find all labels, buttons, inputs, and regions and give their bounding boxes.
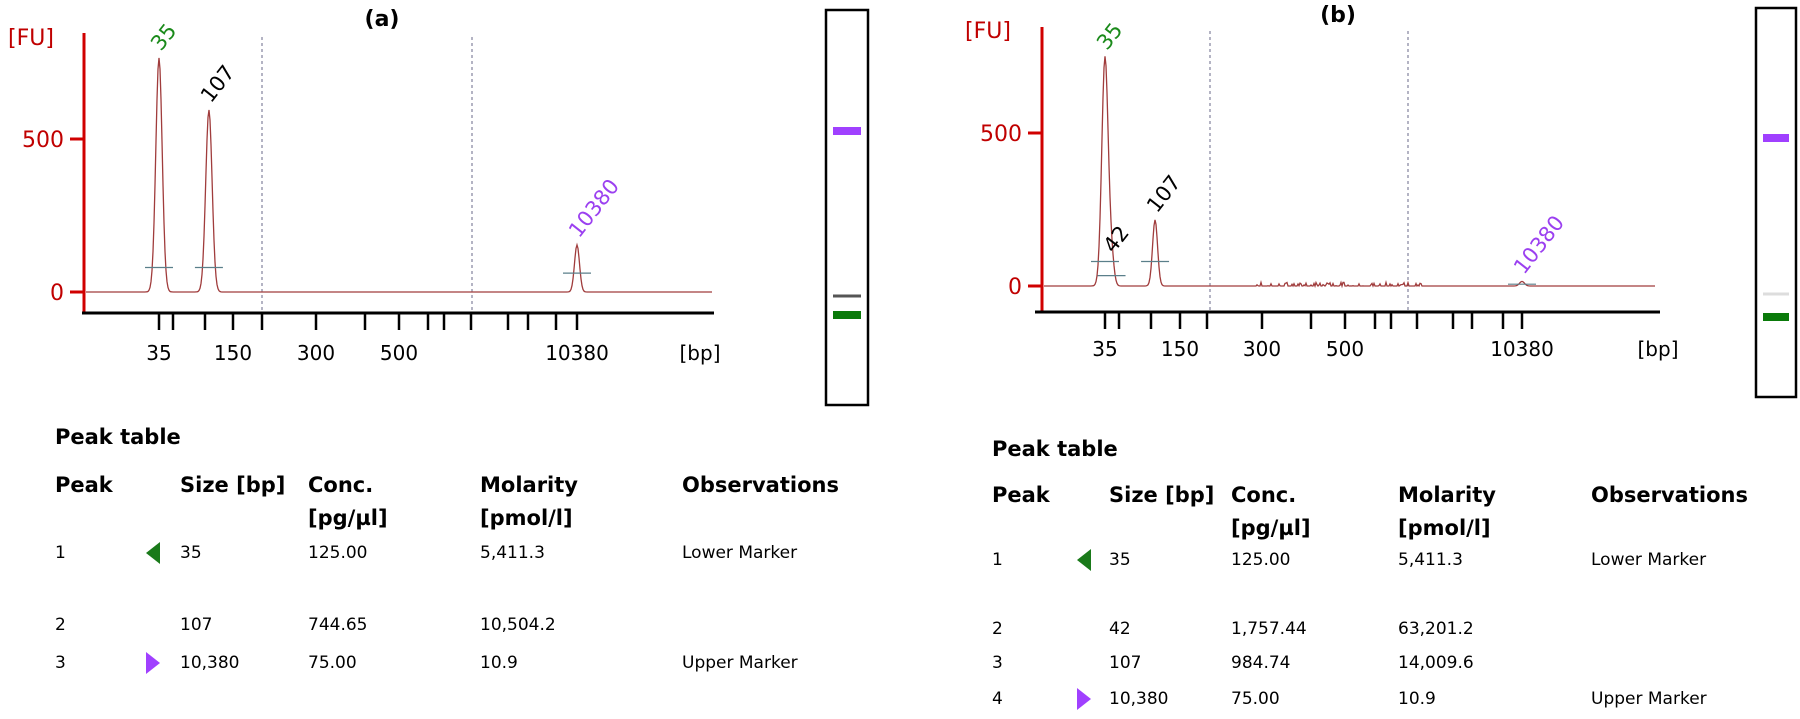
- column-header-molarity-unit: [pmol/l]: [1398, 516, 1491, 540]
- x-tick-label: 35: [1092, 337, 1117, 361]
- x-tick-label: 150: [1161, 337, 1199, 361]
- column-header-observations: Observations: [682, 473, 839, 497]
- peak-label: 107: [1142, 171, 1186, 217]
- x-tick-label: 500: [1326, 337, 1364, 361]
- x-tick-label: 150: [214, 341, 252, 365]
- cell-peak: 3: [55, 653, 66, 673]
- cell-size: 10,380: [180, 653, 240, 673]
- cell-conc: 125.00: [1231, 550, 1291, 570]
- cell-conc: 744.65: [308, 615, 368, 635]
- cell-size: 35: [1109, 550, 1131, 570]
- cell-size: 42: [1109, 619, 1131, 639]
- panel-label: (b): [1320, 3, 1356, 28]
- cell-conc: 75.00: [308, 653, 357, 673]
- cell-observations: Upper Marker: [1591, 689, 1707, 709]
- x-tick-label: 300: [297, 341, 335, 365]
- cell-size: 107: [180, 615, 213, 635]
- column-header-molarity: Molarity: [1398, 483, 1496, 507]
- peak-label: 107: [196, 61, 240, 107]
- gel-band: [833, 311, 861, 319]
- x-tick-label: 10380: [545, 341, 609, 365]
- peak-label: 10380: [564, 175, 624, 242]
- column-header-conc: Conc.: [1231, 483, 1297, 507]
- cell-observations: Upper Marker: [682, 653, 798, 673]
- cell-peak: 3: [992, 653, 1003, 673]
- upper-marker-icon: [1077, 688, 1091, 710]
- gel-band: [833, 294, 861, 298]
- upper-marker-icon: [146, 652, 160, 674]
- cell-molarity: 10.9: [1398, 689, 1436, 709]
- x-tick-label: 500: [380, 341, 418, 365]
- column-header-molarity: Molarity: [480, 473, 578, 497]
- x-tick-label: 35: [146, 341, 171, 365]
- y-tick-label: 500: [980, 122, 1022, 147]
- column-header-size: Size [bp]: [1109, 483, 1215, 507]
- column-header-conc: Conc.: [308, 473, 374, 497]
- electropherogram-trace: [86, 57, 712, 293]
- peak-label: 42: [1099, 221, 1134, 257]
- x-axis-label: [bp]: [680, 341, 721, 365]
- peak-table-title: Peak table: [992, 437, 1118, 461]
- peak-label: 10380: [1509, 211, 1569, 278]
- y-axis-label: [FU]: [8, 26, 54, 51]
- x-axis-label: [bp]: [1638, 337, 1679, 361]
- cell-molarity: 10.9: [480, 653, 518, 673]
- column-header-peak: Peak: [55, 473, 113, 497]
- column-header-observations: Observations: [1591, 483, 1748, 507]
- cell-peak: 1: [992, 550, 1003, 570]
- y-tick-label: 500: [22, 128, 64, 153]
- cell-size: 107: [1109, 653, 1142, 673]
- peak-label: 35: [146, 19, 181, 55]
- cell-observations: Lower Marker: [1591, 550, 1707, 570]
- cell-molarity: 14,009.6: [1398, 653, 1474, 673]
- cell-molarity: 5,411.3: [480, 543, 545, 563]
- x-tick-label: 10380: [1490, 337, 1554, 361]
- cell-size: 10,380: [1109, 689, 1169, 709]
- cell-conc: 125.00: [308, 543, 368, 563]
- column-header-conc-unit: [pg/µl]: [1231, 516, 1311, 540]
- y-tick-label: 0: [50, 281, 64, 306]
- cell-conc: 1,757.44: [1231, 619, 1307, 639]
- column-header-molarity-unit: [pmol/l]: [480, 506, 573, 530]
- gel-band: [1763, 292, 1789, 296]
- cell-peak: 1: [55, 543, 66, 563]
- gel-band: [1763, 134, 1789, 142]
- column-header-conc-unit: [pg/µl]: [308, 506, 388, 530]
- cell-observations: Lower Marker: [682, 543, 798, 563]
- gel-lane: [1754, 6, 1798, 399]
- cell-molarity: 5,411.3: [1398, 550, 1463, 570]
- lower-marker-icon: [146, 542, 160, 564]
- chart-panel-a: (a) [FU] 0 500 35 150 300 500 10380 [bp] 35 107 1038…: [8, 7, 870, 407]
- column-header-size: Size [bp]: [180, 473, 286, 497]
- cell-peak: 2: [992, 619, 1003, 639]
- gel-band: [1763, 313, 1789, 321]
- peak-label: 35: [1092, 18, 1127, 54]
- y-axis-label: [FU]: [965, 19, 1011, 44]
- gel-lane: [824, 8, 870, 407]
- cell-peak: 4: [992, 689, 1003, 709]
- cell-molarity: 10,504.2: [480, 615, 556, 635]
- cell-conc: 984.74: [1231, 653, 1291, 673]
- panel-label: (a): [365, 7, 400, 32]
- y-tick-label: 0: [1008, 275, 1022, 300]
- cell-peak: 2: [55, 615, 66, 635]
- lower-marker-icon: [1077, 549, 1091, 571]
- cell-conc: 75.00: [1231, 689, 1280, 709]
- gel-band: [833, 127, 861, 135]
- column-header-peak: Peak: [992, 483, 1050, 507]
- electropherogram-trace: [1044, 56, 1655, 289]
- peak-table-title: Peak table: [55, 425, 181, 449]
- x-tick-label: 300: [1243, 337, 1281, 361]
- cell-molarity: 63,201.2: [1398, 619, 1474, 639]
- cell-size: 35: [180, 543, 202, 563]
